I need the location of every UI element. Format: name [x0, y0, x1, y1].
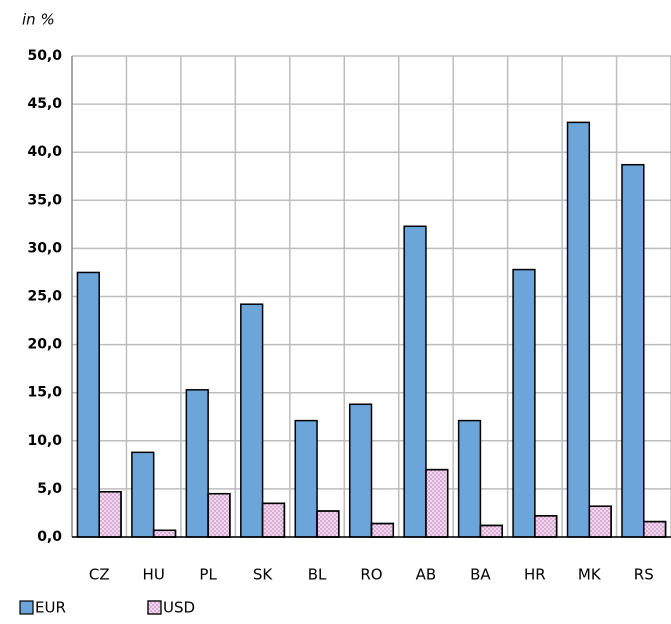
bar	[566, 121, 591, 538]
bar	[512, 268, 536, 538]
bar	[348, 403, 373, 538]
x-tick-label: RS	[634, 566, 654, 584]
y-tick-label: 10,0	[27, 433, 62, 449]
y-tick-label: 45,0	[27, 96, 62, 112]
legend-swatch-pattern	[147, 600, 162, 615]
bar	[294, 419, 318, 538]
bar-pattern	[588, 505, 612, 538]
bar-pattern	[98, 491, 122, 538]
legend-swatch	[19, 600, 34, 615]
bar-pattern	[534, 515, 558, 538]
y-tick-label: 30,0	[27, 240, 62, 256]
bar	[240, 303, 264, 538]
x-tick-label: CZ	[89, 566, 110, 584]
bar	[76, 271, 100, 538]
y-tick-label: 25,0	[27, 289, 62, 305]
bar-pattern	[316, 510, 340, 538]
legend-label: EUR	[35, 599, 66, 617]
y-tick-label: 5,0	[37, 481, 62, 497]
x-tick-label: AB	[416, 566, 437, 584]
y-tick-label: 35,0	[27, 192, 62, 208]
bar	[185, 389, 209, 538]
bar	[457, 419, 482, 538]
bar-pattern	[207, 492, 231, 538]
y-tick-label: 0,0	[37, 529, 62, 545]
bar	[403, 225, 427, 538]
y-tick-label: 40,0	[27, 144, 62, 160]
x-tick-label: RO	[360, 566, 382, 584]
x-tick-label: PL	[199, 566, 217, 584]
bar-pattern	[152, 529, 177, 538]
legend-label: USD	[163, 599, 195, 617]
bar	[131, 451, 155, 538]
bar-pattern	[370, 522, 395, 538]
x-tick-label: HR	[524, 566, 546, 584]
x-tick-label: BL	[308, 566, 327, 584]
y-tick-label: 50,0	[27, 48, 62, 64]
bar-pattern	[643, 520, 667, 538]
bar-pattern	[479, 524, 503, 538]
bar	[621, 163, 645, 538]
bar-pattern	[261, 502, 286, 538]
bar-pattern	[425, 468, 449, 538]
y-tick-label: 15,0	[27, 385, 62, 401]
x-tick-label: BA	[470, 566, 491, 584]
x-tick-label: HU	[143, 566, 165, 584]
y-tick-label: 20,0	[27, 337, 62, 353]
y-axis-label: in %	[22, 11, 55, 29]
x-tick-label: SK	[253, 566, 274, 584]
x-tick-label: MK	[578, 566, 602, 584]
